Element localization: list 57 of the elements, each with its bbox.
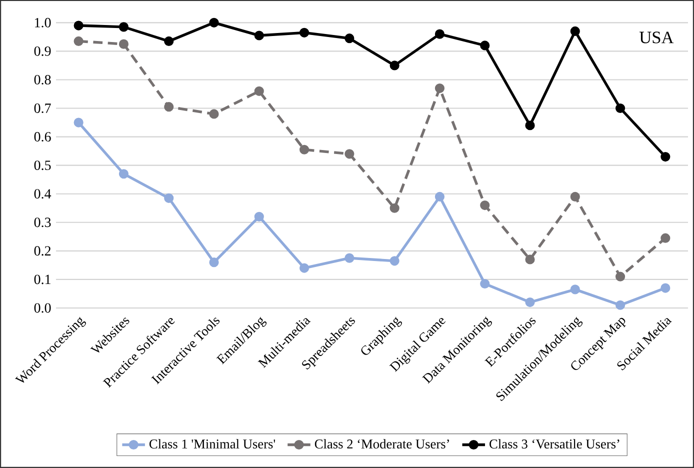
point	[344, 34, 354, 44]
legend-label: Class 2 ‘Moderate Users’	[314, 439, 449, 449]
point	[299, 144, 310, 154]
y-tick-label: 0.7	[34, 104, 51, 114]
point	[525, 297, 535, 308]
point	[434, 83, 445, 94]
point	[164, 193, 174, 203]
point	[660, 233, 670, 243]
point	[209, 109, 219, 119]
point	[525, 254, 535, 264]
point	[570, 284, 580, 294]
y-tick-label: 0.9	[34, 46, 51, 56]
y-tick-label: 0.6	[34, 132, 51, 142]
point	[299, 263, 310, 273]
point	[390, 203, 400, 213]
point	[164, 102, 174, 112]
point	[434, 192, 445, 202]
point	[525, 120, 535, 130]
y-tick-label: 0.5	[34, 160, 51, 170]
point	[390, 60, 400, 70]
y-tick-label: 0.3	[34, 218, 51, 228]
point	[344, 253, 354, 263]
point	[660, 152, 670, 162]
point	[344, 149, 354, 159]
y-tick-label: 0.1	[34, 274, 50, 284]
y-tick-label: 1.0	[35, 18, 51, 28]
point	[434, 29, 445, 39]
point	[480, 278, 490, 289]
point	[299, 28, 310, 38]
point	[118, 39, 129, 49]
point	[390, 256, 400, 266]
point	[660, 283, 670, 293]
point	[480, 200, 490, 210]
point	[118, 169, 129, 179]
legend-label: Class 3 ‘Versatile Users’	[490, 439, 620, 449]
point	[570, 26, 580, 36]
point	[74, 118, 84, 128]
y-tick-label: 0.0	[34, 303, 51, 313]
point	[615, 300, 626, 310]
point	[615, 272, 626, 282]
y-tick-label: 0.4	[34, 189, 52, 199]
point	[615, 103, 626, 114]
point	[570, 192, 580, 202]
point	[480, 40, 490, 50]
point	[209, 258, 219, 268]
point	[254, 86, 264, 96]
point	[254, 212, 264, 222]
point	[74, 36, 84, 46]
y-tick-label: 0.2	[34, 246, 51, 256]
y-tick-label: 0.8	[34, 74, 51, 84]
annotation: USA	[639, 32, 674, 44]
point	[74, 20, 84, 30]
point	[164, 36, 174, 46]
legend-label: Class 1 'Minimal Users'	[150, 439, 276, 449]
point	[254, 30, 264, 40]
point	[118, 22, 129, 32]
point	[209, 18, 219, 28]
